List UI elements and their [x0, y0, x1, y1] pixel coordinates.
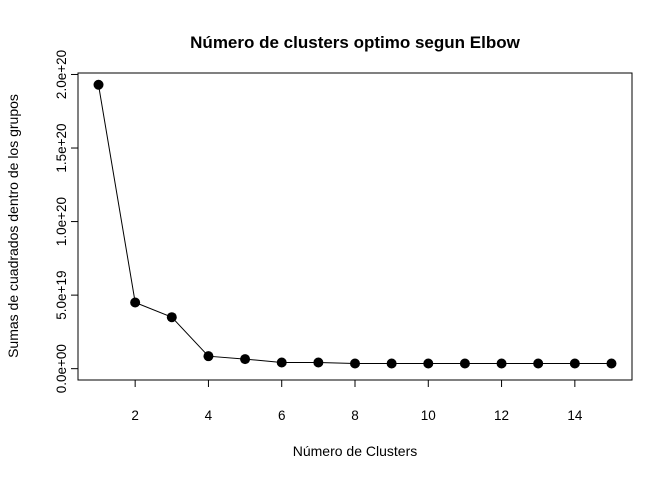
plot-frame [77, 72, 633, 381]
data-point [459, 358, 470, 369]
data-points [93, 79, 617, 369]
x-tick-label: 4 [205, 408, 213, 423]
data-point [313, 357, 324, 368]
x-axis-label: Número de Clusters [293, 443, 418, 459]
y-tick-label: 0.0e+00 [54, 344, 69, 393]
x-tick-label: 2 [131, 408, 139, 423]
y-tick-label: 1.0e+20 [54, 197, 69, 246]
chart-title: Número de clusters optimo segun Elbow [190, 33, 520, 52]
data-point [496, 358, 507, 369]
data-point [93, 79, 104, 90]
series-line [98, 84, 612, 364]
data-point [606, 358, 617, 369]
y-axis-label: Sumas de cuadrados dentro de los grupos [5, 94, 21, 358]
x-tick-label: 14 [567, 408, 583, 423]
x-tick-label: 8 [351, 408, 359, 423]
x-tick-label: 10 [421, 408, 436, 423]
data-point [569, 358, 580, 369]
x-axis: 2 4 6 8 10 12 14 [131, 379, 583, 423]
data-point [533, 358, 544, 369]
y-tick-label: 2.0e+20 [54, 50, 69, 99]
y-tick-label: 5.0e+19 [54, 271, 69, 320]
data-point [386, 358, 397, 369]
data-point [203, 351, 214, 362]
data-point [240, 354, 251, 365]
x-tick-label: 12 [494, 408, 509, 423]
data-point [130, 297, 141, 308]
y-tick-label: 1.5e+20 [54, 123, 69, 172]
data-point [276, 357, 287, 368]
x-tick-label: 6 [278, 408, 286, 423]
data-point [423, 358, 434, 369]
data-point [350, 358, 360, 369]
data-point [166, 312, 177, 323]
y-axis: 0.0e+00 5.0e+19 1.0e+20 1.5e+20 2.0e+20 [54, 50, 79, 393]
